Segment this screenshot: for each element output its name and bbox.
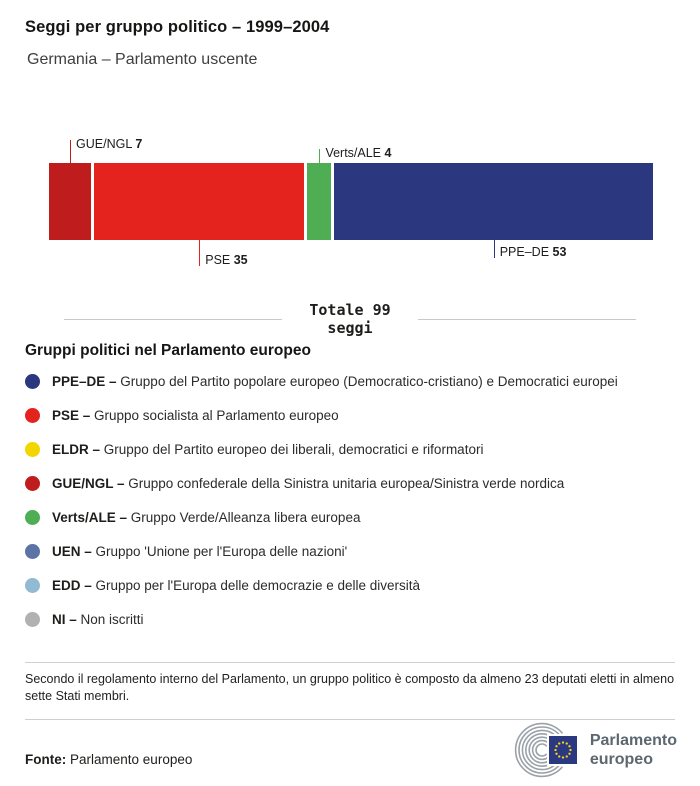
legend-heading: Gruppi politici nel Parlamento europeo (25, 342, 311, 359)
legend-list: PPE–DE – Gruppo del Partito popolare eur… (25, 364, 675, 636)
footnote-divider (25, 662, 675, 663)
callout-label-pse: PSE 35 (205, 253, 248, 267)
european-parliament-logo: Parlamento europeo (512, 722, 677, 778)
chart-title: Seggi per gruppo politico – 1999–2004 (25, 18, 330, 36)
footnote: Secondo il regolamento interno del Parla… (25, 672, 675, 703)
logo-line1: Parlamento (589, 732, 677, 749)
eu-flag-square (546, 734, 579, 766)
legend-dot-pse (25, 407, 40, 423)
legend-text: GUE/NGL – Gruppo confederale della Sinis… (52, 475, 565, 491)
source-text: Parlamento europeo (70, 752, 193, 767)
legend-item-verts-ale: Verts/ALE – Gruppo Verde/Alleanza libera… (25, 500, 675, 534)
footer-divider (25, 719, 675, 720)
eu-stars-icon (554, 741, 572, 759)
bar-segment-ppe-de (334, 163, 653, 240)
total-label: Totale 99 seggi (309, 301, 390, 337)
stacked-bar (49, 163, 653, 240)
legend-text: PSE – Gruppo socialista al Parlamento eu… (52, 407, 339, 423)
legend-dot-ni (25, 611, 40, 627)
callout-verts-ale: Verts/ALE 4 (319, 146, 391, 163)
legend-item-ppe-de: PPE–DE – Gruppo del Partito popolare eur… (25, 364, 675, 398)
total-seats: Totale 99 seggi (0, 301, 700, 337)
bar-segment-verts-ale (307, 163, 332, 240)
legend-item-gue-ngl: GUE/NGL – Gruppo confederale della Sinis… (25, 466, 675, 500)
callout-label-gue-ngl: GUE/NGL 7 (76, 137, 143, 151)
legend-item-eldr: ELDR – Gruppo del Partito europeo dei li… (25, 432, 675, 466)
legend-text: NI – Non iscritti (52, 611, 144, 627)
source-label: Fonte: (25, 752, 67, 767)
legend-dot-gue-ngl (25, 475, 40, 491)
total-rule-left (64, 318, 283, 320)
total-label-line1: Totale 99 (309, 301, 391, 319)
bar-segment-pse (94, 163, 305, 240)
legend-text: PPE–DE – Gruppo del Partito popolare eur… (52, 373, 618, 389)
legend-dot-verts-ale (25, 509, 40, 525)
legend-text: Verts/ALE – Gruppo Verde/Alleanza libera… (52, 509, 361, 525)
total-rule-right (417, 318, 636, 320)
legend-item-uen: UEN – Gruppo 'Unione per l'Europa delle … (25, 534, 675, 568)
parliament-hemicycle-icon (514, 722, 579, 778)
callout-ppe-de: PPE–DE 53 (493, 240, 566, 259)
stacked-bar-chart: GUE/NGL 7 PSE 35 Verts/ALE 4 PPE–DE 53 (49, 130, 653, 270)
legend-item-ni: NI – Non iscritti (25, 602, 675, 636)
total-label-line2: seggi (327, 319, 373, 337)
legend-text: UEN – Gruppo 'Unione per l'Europa delle … (52, 543, 348, 559)
legend-dot-edd (25, 577, 40, 593)
logo-wordmark: Parlamento europeo (590, 731, 677, 769)
legend-dot-eldr (25, 441, 40, 457)
legend-item-pse: PSE – Gruppo socialista al Parlamento eu… (25, 398, 675, 432)
source-line: Fonte: Parlamento europeo (25, 752, 192, 767)
callout-label-ppe-de: PPE–DE 53 (499, 245, 567, 259)
logo-line2: europeo (589, 751, 653, 768)
callout-gue-ngl: GUE/NGL 7 (70, 137, 142, 163)
chart-subtitle: Germania – Parlamento uscente (27, 51, 258, 68)
legend-text: ELDR – Gruppo del Partito europeo dei li… (52, 441, 484, 457)
legend-text: EDD – Gruppo per l'Europa delle democraz… (52, 577, 421, 593)
callout-label-verts-ale: Verts/ALE 4 (325, 146, 392, 160)
legend-item-edd: EDD – Gruppo per l'Europa delle democraz… (25, 568, 675, 602)
legend-dot-ppe-de (25, 373, 40, 389)
legend-dot-uen (25, 543, 40, 559)
bar-segment-gue-ngl (49, 163, 92, 240)
callout-pse: PSE 35 (199, 240, 248, 267)
